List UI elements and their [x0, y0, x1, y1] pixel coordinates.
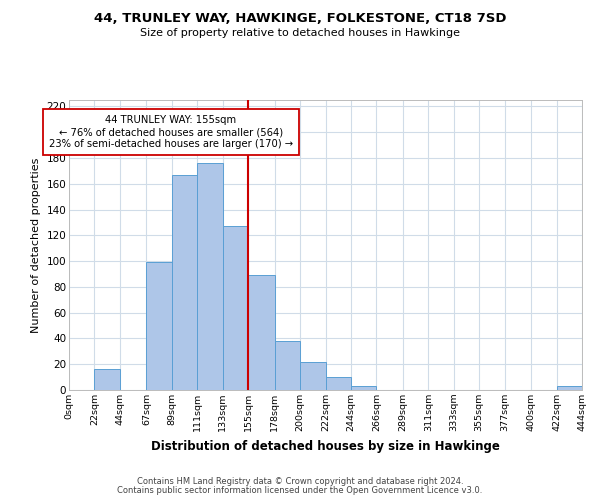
Bar: [172, 175, 197, 390]
Bar: [325, 377, 351, 390]
Bar: [223, 226, 248, 390]
Bar: [300, 362, 325, 390]
Bar: [351, 386, 376, 390]
Bar: [275, 341, 300, 390]
Bar: [94, 370, 120, 390]
X-axis label: Distribution of detached houses by size in Hawkinge: Distribution of detached houses by size …: [151, 440, 500, 452]
Text: Contains public sector information licensed under the Open Government Licence v3: Contains public sector information licen…: [118, 486, 482, 495]
Y-axis label: Number of detached properties: Number of detached properties: [31, 158, 41, 332]
Text: 44, TRUNLEY WAY, HAWKINGE, FOLKESTONE, CT18 7SD: 44, TRUNLEY WAY, HAWKINGE, FOLKESTONE, C…: [94, 12, 506, 26]
Bar: [248, 276, 275, 390]
Text: Contains HM Land Registry data © Crown copyright and database right 2024.: Contains HM Land Registry data © Crown c…: [137, 477, 463, 486]
Bar: [557, 386, 582, 390]
Bar: [146, 262, 172, 390]
Bar: [197, 163, 223, 390]
Text: Size of property relative to detached houses in Hawkinge: Size of property relative to detached ho…: [140, 28, 460, 38]
Text: 44 TRUNLEY WAY: 155sqm
← 76% of detached houses are smaller (564)
23% of semi-de: 44 TRUNLEY WAY: 155sqm ← 76% of detached…: [49, 116, 293, 148]
